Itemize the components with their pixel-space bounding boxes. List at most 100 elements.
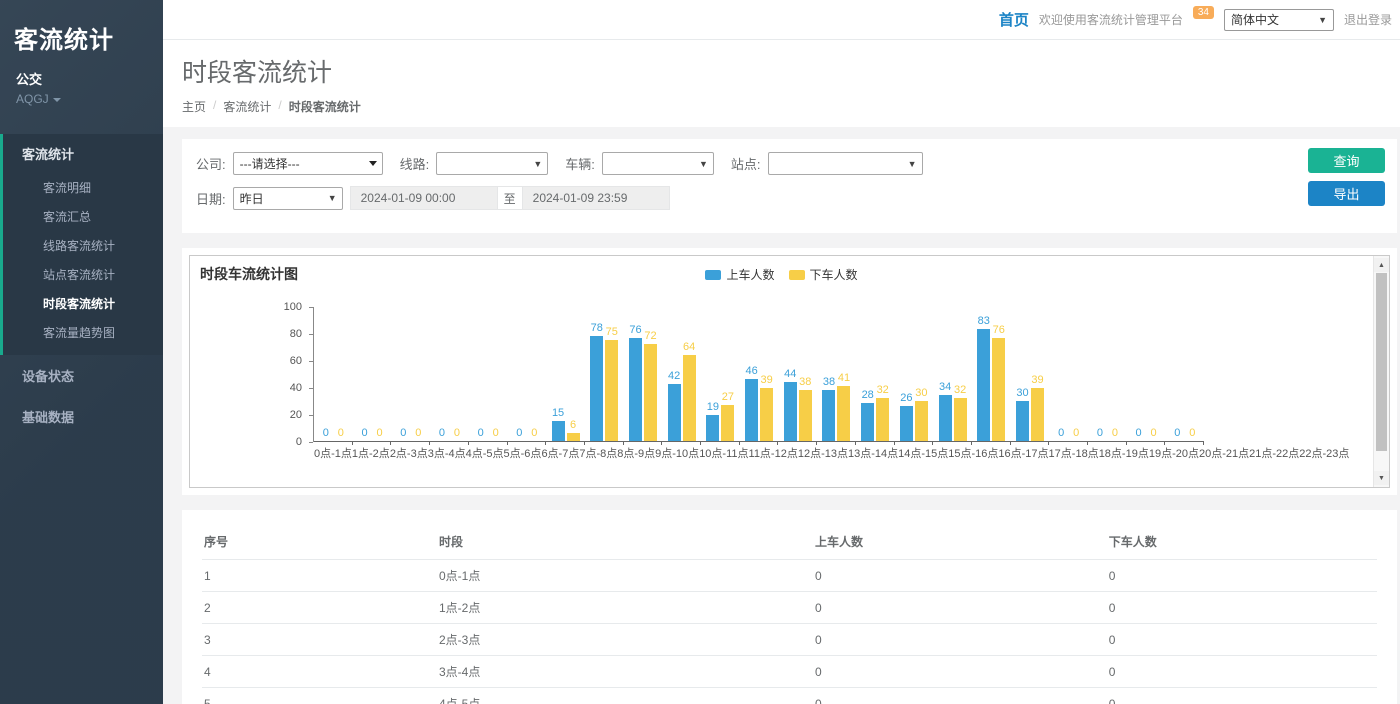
date-preset-value: 昨日 — [239, 191, 264, 206]
bar-value-label: 75 — [605, 325, 618, 338]
bar-value-label: 41 — [837, 371, 851, 384]
chevron-down-icon: ▼ — [907, 158, 917, 169]
bar-value-label: 0 — [453, 427, 461, 439]
bar-value-label: 78 — [590, 321, 603, 334]
filter-panel: 公司: ---请选择--- 线路: ▼ 车辆: ▼ 站点: — [182, 139, 1397, 233]
bar-value-label: 42 — [668, 370, 681, 383]
table-cell: 3 — [202, 623, 437, 656]
sidebar-item-base-data[interactable]: 基础数据 — [22, 410, 75, 425]
x-axis-tick-label: 3点-4点 — [427, 448, 466, 460]
bar-value-label: 0 — [1058, 427, 1065, 439]
x-axis-labels: 0点-1点 1点-2点 2点-3点 3点-4点 4点-5点 5点-6点 6点-7点 7点-8点… — [314, 445, 1349, 461]
query-button[interactable]: 查询 — [1308, 148, 1385, 173]
home-link[interactable]: 首页 — [998, 12, 1029, 29]
bar-wrap: 34 — [938, 381, 952, 441]
legend-item[interactable]: 上车人数 — [705, 266, 775, 283]
station-label: 站点: — [730, 157, 761, 172]
table-body: 1 0点-1点 0 0 2 1点-2点 0 0 3 2点-3点 0 0 4 3点-4点 0 0 5 4点-5点 0 0… — [202, 559, 1377, 704]
line-select[interactable]: ▼ — [436, 152, 549, 175]
table-header: 序号 时段 上车人数 下车人数 — [202, 524, 1377, 560]
sidebar-item-passenger-detail[interactable]: 客流明细 — [43, 181, 92, 195]
scrollbar-up-arrow-icon[interactable]: ▲ — [1374, 258, 1389, 272]
chart-scrollbar[interactable]: ▲ ▼ — [1373, 256, 1389, 487]
bar-wrap: 6 — [566, 419, 580, 441]
table-cell: 4 — [202, 655, 437, 688]
chart-plot: 0 0 0 0 0 0 0 0 0 0 0 0 15 6 78 75 76 72 42 64 19 27 46 39 44 38 3… — [314, 306, 1204, 445]
bar-wrap: 0 — [435, 427, 448, 441]
bar-value-label: 0 — [376, 427, 383, 439]
caret-down-icon — [52, 97, 61, 102]
legend-label: 下车人数 — [809, 268, 858, 282]
sidebar-item-trend-chart[interactable]: 客流量趋势图 — [43, 326, 116, 340]
y-axis-tick-label: 20 — [289, 409, 302, 421]
breadcrumb-passenger-stats[interactable]: 客流统计 — [223, 100, 272, 114]
bar-wrap: 0 — [1132, 427, 1145, 441]
bar-wrap: 39 — [760, 374, 774, 441]
bar — [682, 354, 696, 441]
date-from-input[interactable]: 2024-01-09 00:00 — [349, 186, 498, 210]
sidebar-item-device-status[interactable]: 设备状态 — [22, 369, 75, 384]
language-select[interactable]: 简体中文 ▼ — [1223, 8, 1334, 31]
bar-wrap: 0 — [358, 427, 371, 441]
company-select[interactable]: ---请选择--- — [232, 152, 383, 175]
export-button[interactable]: 导出 — [1308, 181, 1385, 206]
table-cell: 3点-4点 — [437, 655, 813, 688]
vehicle-select[interactable]: ▼ — [601, 152, 714, 175]
bar-value-label: 0 — [1174, 427, 1181, 439]
scrollbar-thumb[interactable] — [1376, 273, 1387, 451]
breadcrumb-separator: / — [213, 98, 217, 112]
profile-user-dropdown[interactable]: AQGJ — [16, 92, 147, 106]
x-axis-tick-label: 1点-2点 — [351, 448, 390, 460]
table-cell: 1点-2点 — [437, 591, 813, 624]
main-area: 首页 欢迎使用客流统计管理平台 34 简体中文 ▼ 退出登录 时段客流统计 主页… — [163, 0, 1400, 704]
bar-value-label: 0 — [1150, 427, 1157, 439]
table-cell: 0点-1点 — [437, 559, 813, 592]
notification-badge: 34 — [1192, 6, 1214, 19]
bar — [566, 432, 580, 441]
bar-value-label: 32 — [953, 383, 967, 396]
x-axis-tick-label: 21点-22点 — [1249, 448, 1300, 460]
bar-wrap: 15 — [551, 407, 565, 441]
date-preset-select[interactable]: 昨日 ▼ — [232, 186, 343, 210]
breadcrumb-home[interactable]: 主页 — [182, 100, 207, 114]
chevron-down-icon: ▼ — [327, 193, 337, 203]
station-select[interactable]: ▼ — [767, 152, 923, 175]
y-axis-tick-mark — [309, 361, 313, 362]
y-axis-tick-mark — [309, 442, 313, 443]
sidebar-item-passenger-summary[interactable]: 客流汇总 — [43, 210, 92, 224]
bar-value-label: 38 — [799, 375, 812, 388]
bar-value-label: 30 — [915, 386, 928, 399]
bar-wrap: 30 — [914, 386, 928, 441]
table-column-header: 时段 — [437, 524, 813, 560]
bar-group: 44 38 — [778, 306, 817, 445]
sidebar-item-line-stats[interactable]: 线路客流统计 — [43, 239, 116, 253]
bar — [822, 389, 836, 441]
logout-link[interactable]: 退出登录 — [1343, 13, 1392, 27]
table-cell: 1 — [202, 559, 437, 592]
sidebar-nav: 客流统计 客流明细 客流汇总 线路客流统计 站点客流统计 时段客流统计 客流量趋… — [0, 134, 163, 437]
x-axis-tick-label: 22点-23点 — [1299, 448, 1350, 460]
bar-value-label: 0 — [361, 427, 368, 439]
bar-wrap: 0 — [528, 427, 541, 441]
y-axis-tick-label: 40 — [289, 382, 302, 394]
date-to-input[interactable]: 2024-01-09 23:59 — [521, 186, 670, 210]
sidebar-group-passenger-stats: 客流统计 客流明细 客流汇总 线路客流统计 站点客流统计 时段客流统计 客流量趋… — [0, 134, 163, 355]
bar-group: 38 41 — [817, 306, 856, 445]
bar — [938, 395, 952, 441]
bar-wrap: 0 — [373, 427, 386, 441]
sidebar-item-passenger-stats[interactable]: 客流统计 — [22, 147, 75, 162]
legend-item[interactable]: 下车人数 — [788, 266, 858, 283]
chart-title: 时段车流统计图 — [200, 266, 298, 282]
page-heading: 时段客流统计 主页 / 客流统计 / 时段客流统计 — [163, 40, 1400, 127]
bar-group: 42 64 — [662, 306, 701, 445]
table-cell: 5 — [202, 687, 437, 704]
table-cell: 0 — [1106, 655, 1377, 688]
chevron-down-icon: ▼ — [698, 158, 708, 169]
vehicle-label: 车辆: — [565, 157, 595, 172]
bar-value-label: 0 — [400, 427, 407, 439]
scrollbar-down-arrow-icon[interactable]: ▼ — [1374, 471, 1389, 485]
sidebar-item-station-stats[interactable]: 站点客流统计 — [43, 268, 116, 282]
sidebar-item-period-stats[interactable]: 时段客流统计 — [43, 297, 116, 311]
